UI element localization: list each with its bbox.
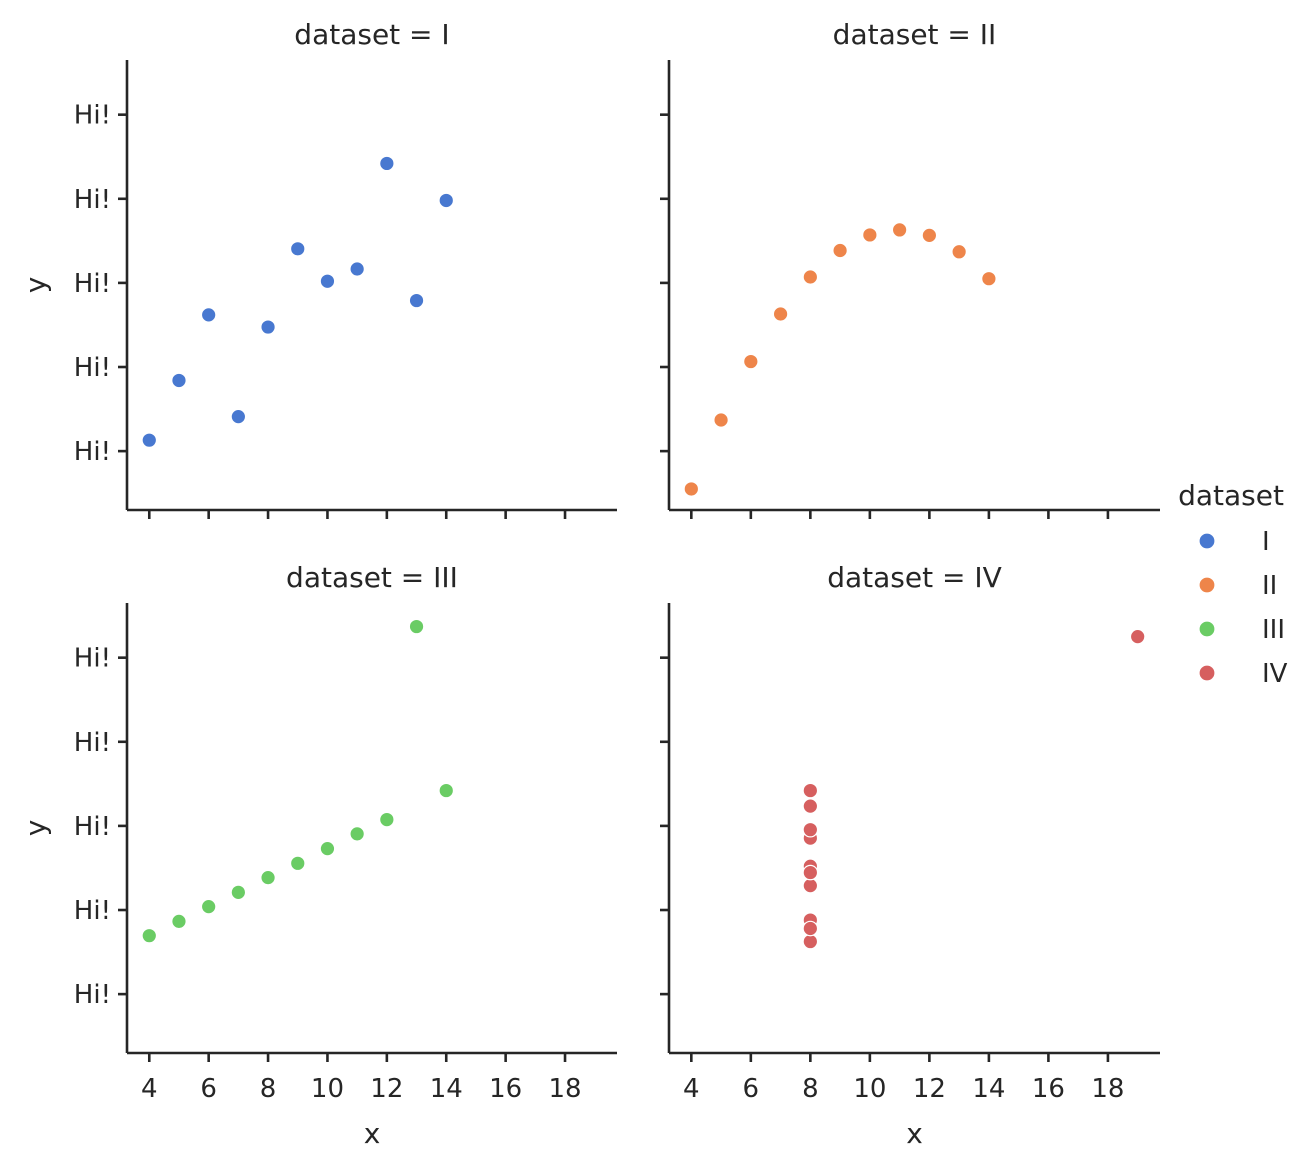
y-tick-label: Hi! <box>74 353 111 383</box>
y-tick-label: Hi! <box>74 896 111 926</box>
data-point-IV <box>802 933 819 950</box>
data-point-II <box>832 242 848 259</box>
legend-marker-IV <box>1198 664 1216 682</box>
y-tick-label: Hi! <box>74 980 111 1010</box>
x-axis-label: x <box>906 1117 923 1150</box>
legend-label-III: III <box>1262 615 1285 645</box>
x-tick-label: 12 <box>913 1074 946 1104</box>
data-point-II <box>713 412 729 428</box>
data-point-IV <box>802 920 819 937</box>
y-tick-label: Hi! <box>74 644 111 674</box>
data-point-I <box>438 192 455 209</box>
legend-label-II: II <box>1262 571 1277 601</box>
panel-title-III: dataset = III <box>286 561 458 594</box>
y-tick-label: Hi! <box>74 269 111 299</box>
data-point-I <box>200 307 217 323</box>
data-point-I <box>230 408 247 425</box>
legend-marker-II <box>1198 576 1216 594</box>
data-point-III <box>289 855 306 872</box>
data-point-IV <box>1129 628 1146 645</box>
x-tick-label: 10 <box>311 1074 344 1104</box>
x-tick-label: 4 <box>141 1074 158 1104</box>
x-tick-label: 18 <box>548 1074 581 1104</box>
panel-title-I: dataset = I <box>294 18 449 51</box>
data-point-III <box>349 826 365 842</box>
data-point-II <box>862 227 878 243</box>
data-point-II <box>891 222 908 238</box>
x-tick-label: 8 <box>802 1074 819 1104</box>
data-point-II <box>981 270 997 287</box>
x-tick-label: 12 <box>370 1074 403 1104</box>
data-point-I <box>141 432 158 448</box>
legend-label-IV: IV <box>1262 659 1288 689</box>
data-point-III <box>171 913 187 930</box>
data-point-I <box>379 155 395 172</box>
data-point-III <box>260 869 276 886</box>
y-tick-label: Hi! <box>74 101 111 131</box>
data-point-IV <box>802 782 819 799</box>
panel-title-II: dataset = II <box>833 18 997 51</box>
data-point-II <box>921 227 938 244</box>
data-point-I <box>319 273 336 290</box>
x-tick-label: 6 <box>743 1074 760 1104</box>
data-point-II <box>772 306 789 322</box>
data-point-III <box>141 927 158 944</box>
x-tick-label: 10 <box>853 1074 886 1104</box>
data-point-I <box>289 241 306 257</box>
y-tick-label: Hi! <box>74 812 111 842</box>
data-point-IV <box>802 821 819 838</box>
x-tick-label: 16 <box>489 1074 522 1104</box>
legend-label-I: I <box>1262 527 1270 557</box>
legend-marker-III <box>1198 620 1216 638</box>
y-tick-label: Hi! <box>74 437 111 467</box>
panel-title-IV: dataset = IV <box>827 561 1002 594</box>
data-point-II <box>683 481 700 497</box>
data-point-II <box>802 269 819 285</box>
data-point-I <box>408 292 425 309</box>
data-point-IV <box>802 877 819 894</box>
data-point-III <box>438 782 455 799</box>
x-tick-label: 6 <box>200 1074 217 1104</box>
data-point-I <box>260 319 276 335</box>
y-axis-label: y <box>19 820 52 837</box>
legend-title: dataset <box>1178 479 1284 512</box>
data-point-II <box>743 353 759 370</box>
data-point-IV <box>802 864 819 881</box>
x-tick-label: 8 <box>260 1074 277 1104</box>
y-tick-label: Hi! <box>74 185 111 215</box>
x-tick-label: 4 <box>683 1074 700 1104</box>
data-point-III <box>200 898 217 915</box>
data-point-III <box>408 618 425 635</box>
y-axis-label: y <box>19 277 52 294</box>
y-tick-label: Hi! <box>74 728 111 758</box>
data-point-III <box>379 811 395 828</box>
x-tick-label: 14 <box>430 1074 463 1104</box>
data-point-III <box>319 840 336 857</box>
data-point-I <box>349 261 365 277</box>
x-tick-label: 16 <box>1032 1074 1065 1104</box>
x-axis-label: x <box>364 1117 381 1150</box>
x-tick-label: 18 <box>1091 1074 1124 1104</box>
data-point-IV <box>802 798 819 814</box>
data-point-II <box>951 243 967 260</box>
data-point-I <box>171 372 187 389</box>
x-tick-label: 14 <box>972 1074 1005 1104</box>
legend-marker-I <box>1198 532 1216 550</box>
data-point-III <box>230 884 247 901</box>
